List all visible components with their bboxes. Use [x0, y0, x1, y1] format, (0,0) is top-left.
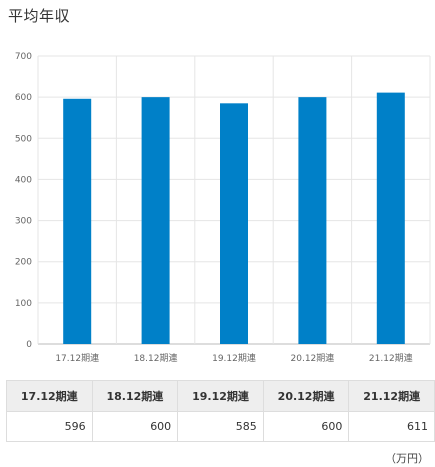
chart-title: 平均年収 [8, 7, 71, 25]
data-table: 17.12期連 18.12期連 19.12期連 20.12期連 21.12期連 … [6, 380, 435, 442]
table-cell: 600 [262, 411, 350, 442]
table-cell: 585 [177, 411, 264, 442]
x-tick-label: 21.12期連 [369, 352, 413, 364]
bar [298, 97, 327, 345]
bar-chart: 0 100 200 300 400 500 600 700 17.12期連 18.12期連 19.… [15, 52, 431, 364]
x-tick-label: 17.12期連 [55, 352, 99, 364]
x-tick-label: 20.12期連 [291, 352, 335, 364]
table-header-cell: 20.12期連 [262, 380, 350, 412]
bar [376, 92, 405, 344]
bar [220, 103, 248, 344]
y-axis-ticks: 0 100 200 300 400 500 600 700 [15, 52, 32, 350]
table-cell: 611 [348, 411, 435, 442]
y-tick-label: 300 [15, 217, 32, 227]
y-tick-label: 200 [15, 258, 32, 268]
x-tick-label: 18.12期連 [134, 352, 178, 364]
y-tick-label: 0 [26, 340, 32, 350]
table-header-row: 17.12期連 18.12期連 19.12期連 20.12期連 21.12期連 [6, 380, 435, 412]
table-header-cell: 19.12期連 [177, 380, 264, 412]
x-tick-label: 19.12期連 [212, 352, 256, 364]
table-header-cell: 21.12期連 [348, 380, 435, 412]
bar [63, 98, 92, 344]
table-header-cell: 17.12期連 [6, 380, 93, 412]
y-tick-label: 600 [15, 93, 32, 103]
y-tick-label: 100 [15, 299, 32, 309]
bars [63, 92, 405, 345]
table-header-cell: 18.12期連 [91, 380, 179, 412]
unit-label: （万円） [385, 452, 429, 465]
bar [141, 97, 170, 345]
table-cell: 600 [91, 411, 179, 442]
y-tick-label: 400 [15, 175, 32, 185]
y-tick-label: 700 [15, 52, 32, 62]
table-row: 596 600 585 600 611 [6, 411, 435, 442]
y-tick-label: 500 [15, 134, 32, 144]
x-axis-ticks: 17.12期連 18.12期連 19.12期連 20.12期連 21.12期連 [55, 352, 412, 364]
table-cell: 596 [6, 411, 93, 442]
